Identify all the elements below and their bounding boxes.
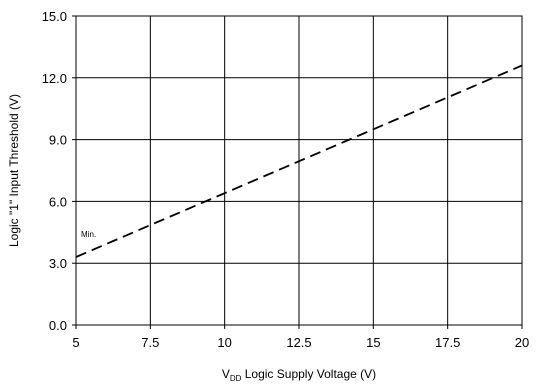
y-tick-label: 12.0 bbox=[42, 71, 67, 86]
y-tick-labels: 0.0 3.0 6.0 9.0 12.0 15.0 bbox=[42, 9, 76, 333]
x-axis-title-suffix: Logic Supply Voltage (V) bbox=[241, 367, 376, 381]
x-tick-label: 7.5 bbox=[141, 335, 159, 350]
x-tick-label: 17.5 bbox=[435, 335, 460, 350]
y-tick-label: 9.0 bbox=[49, 133, 67, 148]
x-axis-title-subscript: DD bbox=[230, 374, 242, 383]
y-tick-label: 6.0 bbox=[49, 194, 67, 209]
x-tick-labels: 5 7.5 10 12.5 15 17.5 20 bbox=[72, 325, 529, 350]
x-axis-title-prefix: V bbox=[222, 367, 230, 381]
series-line-min bbox=[75, 64, 523, 258]
y-tick-label: 0.0 bbox=[49, 318, 67, 333]
y-tick-label: 15.0 bbox=[42, 9, 67, 24]
x-tick-label: 10 bbox=[217, 335, 231, 350]
x-tick-label: 20 bbox=[515, 335, 529, 350]
x-tick-label: 15 bbox=[366, 335, 380, 350]
x-axis-title: VDD Logic Supply Voltage (V) bbox=[222, 367, 376, 383]
x-tick-label: 5 bbox=[72, 335, 79, 350]
y-axis-title: Logic "1" Input Threshold (V) bbox=[7, 94, 21, 247]
series-label-min: Min. bbox=[81, 230, 96, 239]
y-tick-label: 3.0 bbox=[49, 256, 67, 271]
x-tick-label: 12.5 bbox=[286, 335, 311, 350]
grid-lines bbox=[75, 15, 523, 326]
series-layer: Min. bbox=[75, 64, 523, 258]
